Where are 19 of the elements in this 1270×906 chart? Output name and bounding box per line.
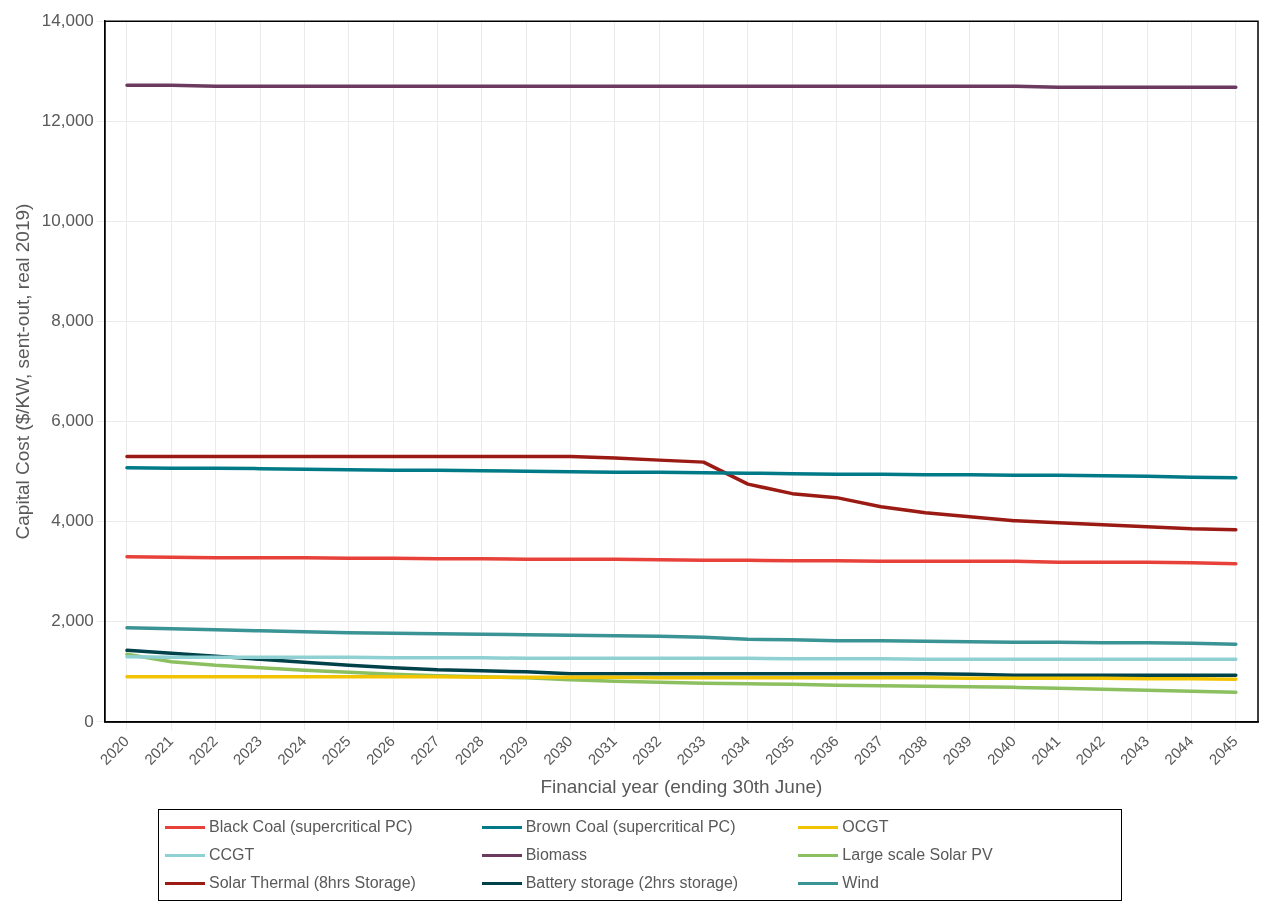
legend-label: Solar Thermal (8hrs Storage)	[209, 874, 416, 892]
legend-label: Battery storage (2hrs storage)	[525, 874, 739, 892]
y-tick-label: 14,000	[41, 10, 94, 30]
legend-label: CCGT	[209, 846, 255, 864]
y-tick-label: 2,000	[51, 611, 94, 631]
legend-label: Black Coal (supercritical PC)	[209, 818, 413, 836]
x-axis-title: Financial year (ending 30th June)	[540, 775, 823, 797]
legend-label: OCGT	[842, 818, 889, 836]
legend-label: Brown Coal (supercritical PC)	[525, 818, 736, 836]
y-tick-label: 10,000	[41, 211, 94, 231]
y-tick-label: 12,000	[41, 110, 94, 130]
y-tick-label: 6,000	[51, 411, 94, 431]
y-tick-label: 4,000	[51, 511, 94, 531]
y-axis-title: Capital Cost ($/KW, sent-out, real 2019)	[11, 203, 33, 540]
legend-label: Large scale Solar PV	[842, 846, 993, 864]
legend-label: Wind	[842, 874, 879, 892]
legend-label: Biomass	[525, 846, 588, 864]
y-tick-label: 0	[84, 711, 94, 731]
y-tick-label: 8,000	[51, 311, 94, 331]
